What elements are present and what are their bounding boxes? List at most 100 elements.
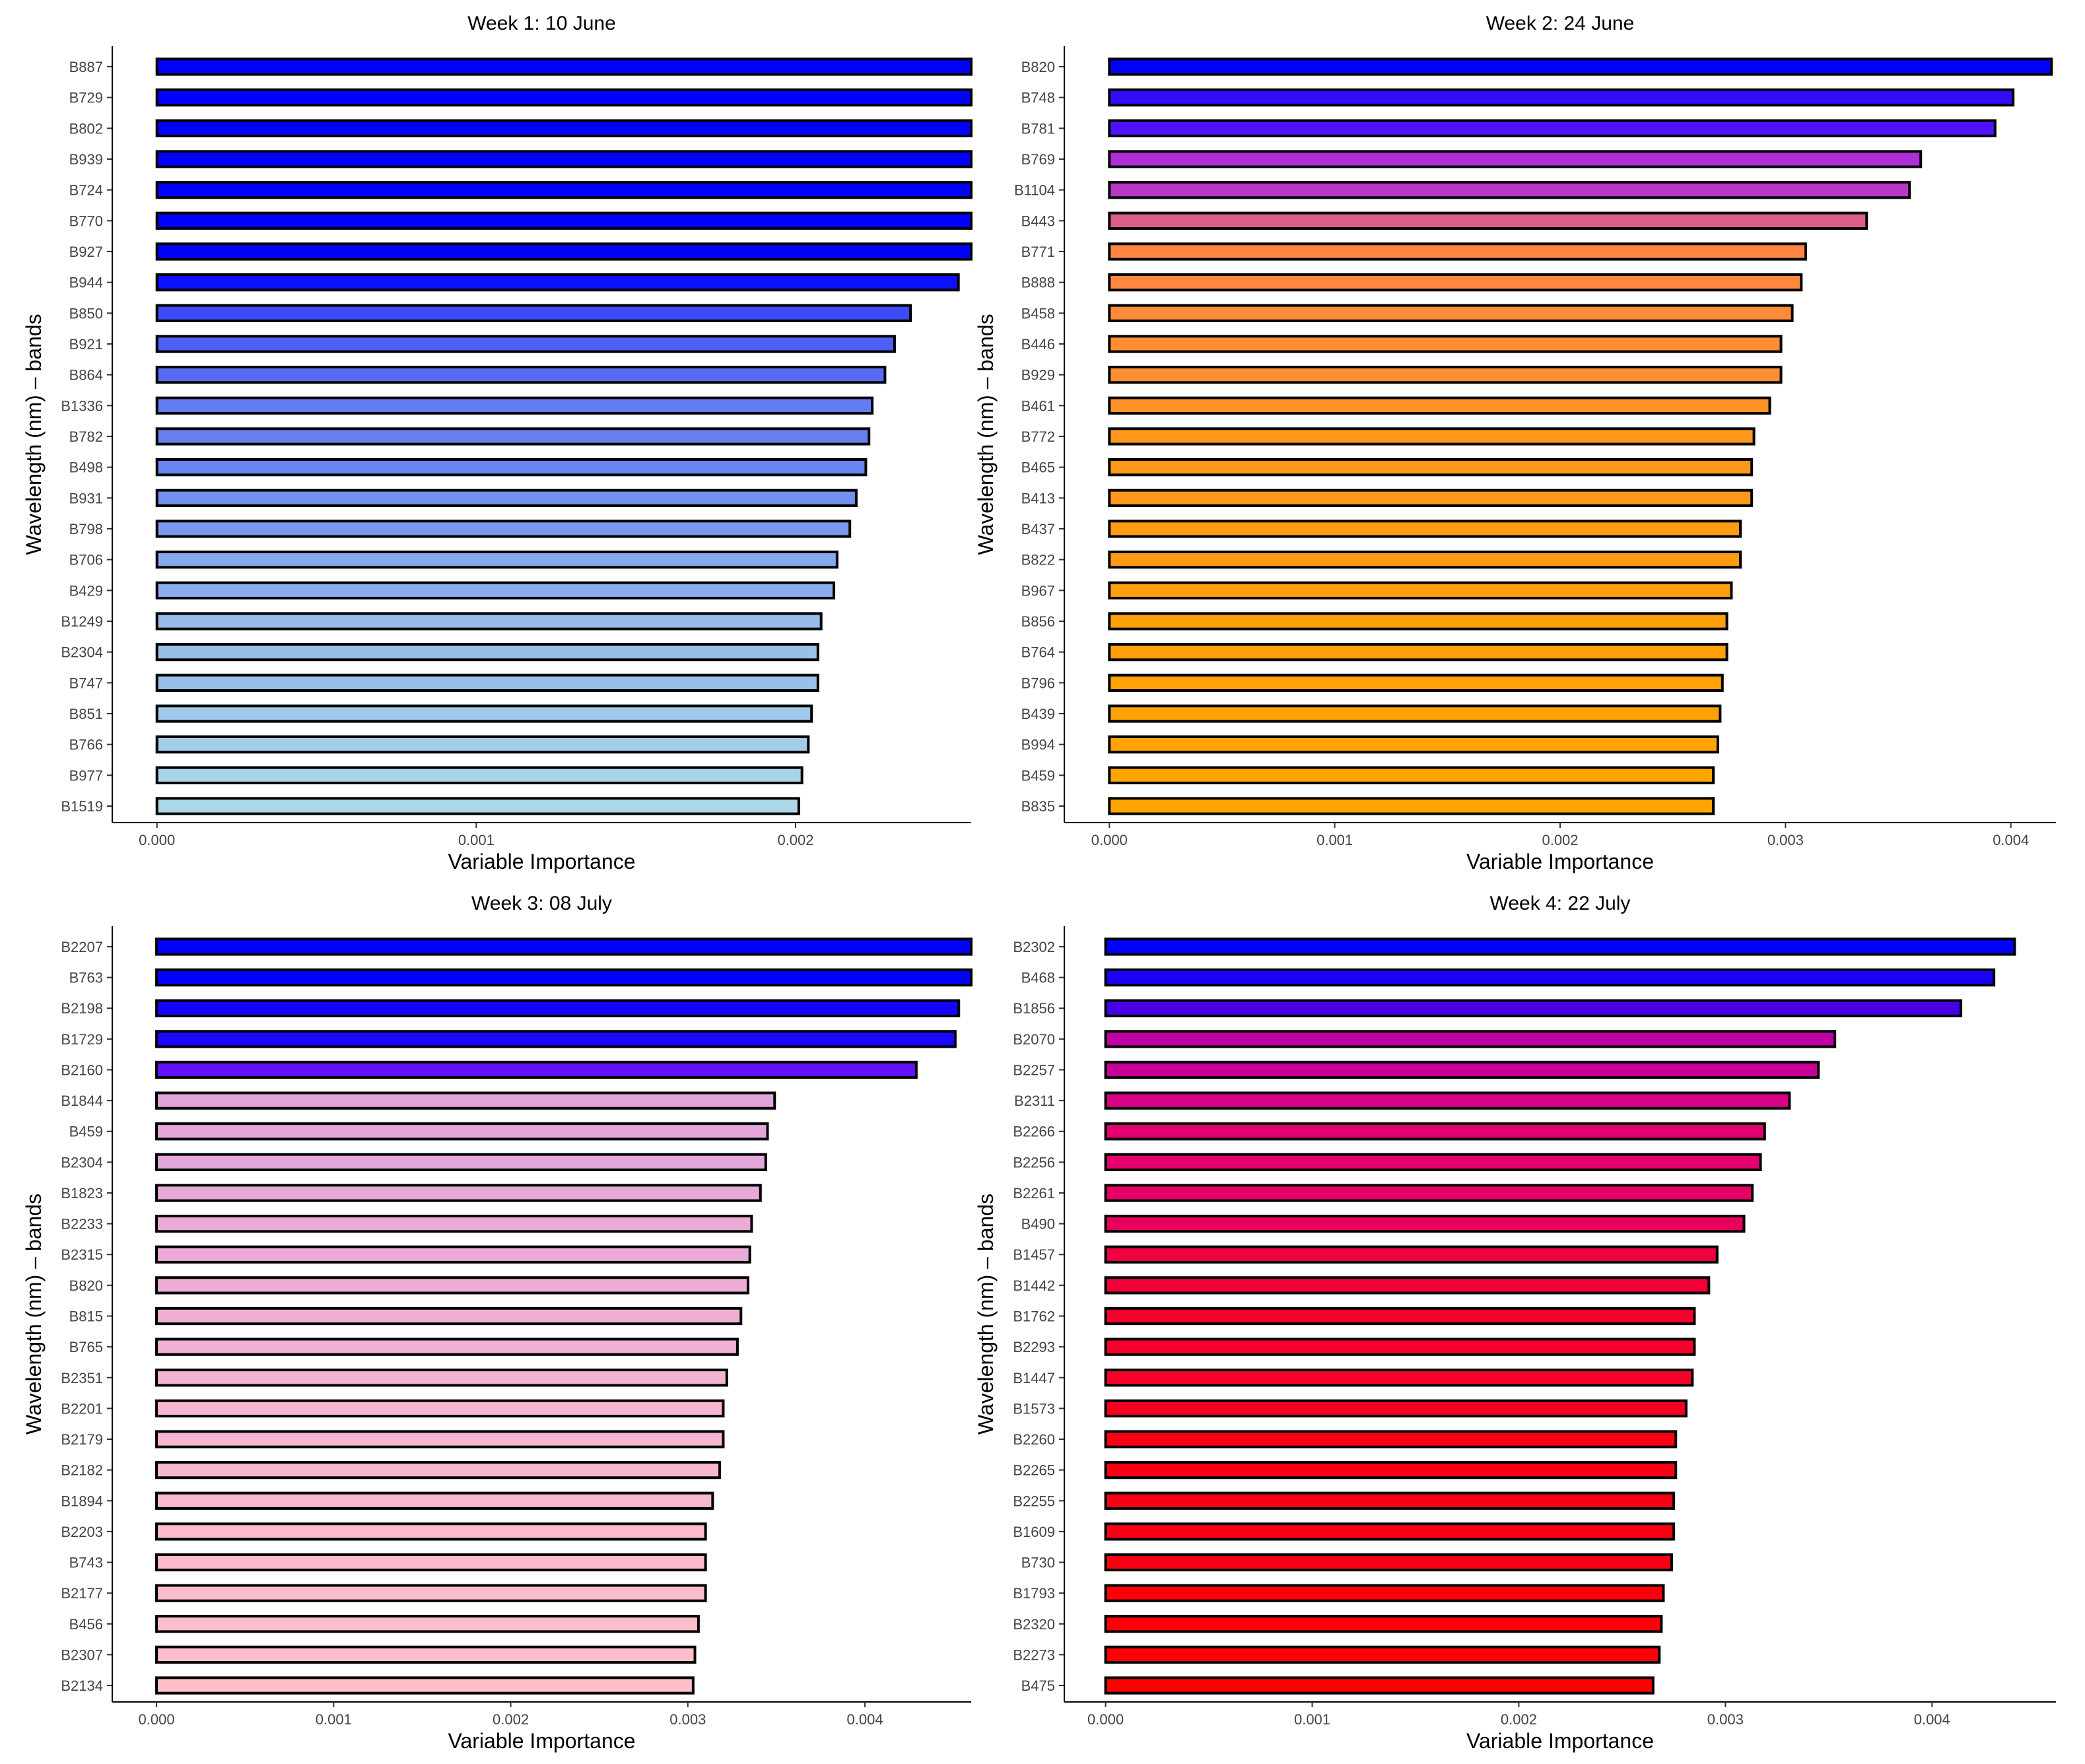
y-tick-label: B465 bbox=[1021, 459, 1055, 476]
bar-b2203 bbox=[155, 1522, 707, 1541]
y-tick-label: B2260 bbox=[1013, 1431, 1055, 1448]
y-tick-label: B1573 bbox=[1013, 1400, 1055, 1417]
y-tick-label: B2177 bbox=[61, 1585, 103, 1602]
chart-title: Week 3: 08 July bbox=[471, 893, 612, 914]
x-axis-title: Variable Importance bbox=[1466, 1729, 1654, 1753]
bar-b437 bbox=[1108, 520, 1742, 538]
x-tick-label: 0.000 bbox=[139, 832, 175, 848]
bar-b765 bbox=[155, 1338, 739, 1356]
y-tick-label: B2304 bbox=[61, 1154, 103, 1170]
bar-b944 bbox=[155, 273, 960, 292]
y-axis-title: Wavelength (nm) – bands bbox=[22, 1194, 46, 1435]
bar-b1729 bbox=[155, 1030, 957, 1048]
y-tick-label: B475 bbox=[1021, 1678, 1055, 1694]
x-tick-label: 0.001 bbox=[1316, 832, 1353, 848]
y-tick-label: B2198 bbox=[61, 1000, 103, 1017]
y-axis-title: Wavelength (nm) – bands bbox=[974, 1194, 998, 1435]
bar-b2160 bbox=[155, 1060, 918, 1079]
x-tick-label: 0.001 bbox=[316, 1711, 352, 1728]
bar-b2198 bbox=[155, 999, 961, 1017]
bar-b772 bbox=[1108, 427, 1756, 446]
x-tick-label: 0.002 bbox=[1542, 832, 1578, 848]
bar-b769 bbox=[1108, 150, 1923, 168]
y-tick-label: B446 bbox=[1021, 336, 1055, 353]
y-tick-label: B1729 bbox=[61, 1031, 103, 1048]
y-tick-label: B798 bbox=[69, 521, 103, 537]
y-tick-label: B706 bbox=[69, 552, 103, 568]
bar-b864 bbox=[155, 366, 887, 384]
bar-b429 bbox=[155, 581, 836, 600]
x-axis-title: Variable Importance bbox=[448, 850, 636, 873]
bar-b850 bbox=[155, 304, 912, 322]
y-tick-label: B748 bbox=[1021, 90, 1055, 106]
bar-b443 bbox=[1108, 211, 1868, 230]
bar-b461 bbox=[1108, 396, 1771, 415]
y-tick-label: B2255 bbox=[1013, 1493, 1055, 1509]
chart-title: Week 4: 22 July bbox=[1490, 893, 1631, 914]
y-tick-label: B461 bbox=[1021, 397, 1055, 414]
bar-b456 bbox=[155, 1615, 700, 1633]
bar-b2233 bbox=[155, 1214, 753, 1233]
x-tick-label: 0.000 bbox=[1091, 832, 1128, 848]
chart-panel-3: Week 3: 08 July B2207 B763 B2198 B1729 B2160 B… bbox=[22, 893, 973, 1753]
bar-b888 bbox=[1108, 273, 1803, 292]
y-tick-label: B1894 bbox=[61, 1493, 103, 1509]
y-tick-label: B429 bbox=[69, 582, 103, 599]
y-tick-label: B724 bbox=[69, 182, 103, 199]
bar-b2255 bbox=[1104, 1491, 1676, 1510]
y-tick-label: B770 bbox=[69, 213, 103, 229]
bar-b459 bbox=[1108, 766, 1715, 784]
bar-b2320 bbox=[1104, 1615, 1663, 1633]
y-tick-label: B2256 bbox=[1013, 1154, 1055, 1170]
y-tick-label: B939 bbox=[69, 151, 103, 168]
bar-b815 bbox=[155, 1306, 743, 1326]
chart-title: Week 1: 10 June bbox=[467, 13, 616, 34]
bar-b475 bbox=[1104, 1676, 1655, 1695]
bar-b1104 bbox=[1108, 181, 1911, 199]
y-tick-label: B2266 bbox=[1013, 1124, 1055, 1140]
y-tick-label: B2273 bbox=[1013, 1646, 1055, 1663]
y-tick-label: B781 bbox=[1021, 120, 1055, 137]
bar-b1894 bbox=[155, 1491, 714, 1510]
y-tick-label: B1844 bbox=[61, 1093, 103, 1109]
y-tick-label: B1336 bbox=[61, 397, 103, 414]
y-tick-label: B747 bbox=[69, 675, 103, 691]
bar-b729 bbox=[155, 88, 973, 107]
bar-b1762 bbox=[1104, 1306, 1696, 1326]
y-tick-label: B2320 bbox=[1013, 1616, 1055, 1633]
y-tick-label: B815 bbox=[69, 1308, 103, 1325]
bar-b2265 bbox=[1104, 1460, 1678, 1479]
y-tick-label: B771 bbox=[1021, 244, 1055, 260]
bar-b2201 bbox=[155, 1399, 725, 1418]
x-axis-title: Variable Importance bbox=[1466, 850, 1654, 873]
bar-b2261 bbox=[1104, 1184, 1754, 1202]
y-tick-label: B820 bbox=[1021, 59, 1055, 75]
x-tick-label: 0.003 bbox=[1707, 1711, 1744, 1728]
bar-b1823 bbox=[155, 1184, 762, 1202]
x-tick-label: 0.002 bbox=[1501, 1711, 1537, 1728]
y-tick-label: B835 bbox=[1021, 798, 1055, 815]
x-tick-label: 0.000 bbox=[139, 1711, 175, 1728]
y-tick-label: B2134 bbox=[61, 1678, 103, 1694]
y-tick-label: B2311 bbox=[1014, 1093, 1055, 1109]
y-tick-label: B763 bbox=[69, 970, 103, 986]
y-tick-label: B2265 bbox=[1013, 1462, 1055, 1479]
y-tick-label: B2201 bbox=[61, 1400, 103, 1417]
y-tick-label: B820 bbox=[69, 1277, 103, 1294]
bar-b446 bbox=[1108, 335, 1783, 353]
y-tick-label: B439 bbox=[1021, 706, 1055, 722]
bar-b2351 bbox=[155, 1369, 728, 1387]
bar-b2256 bbox=[1104, 1153, 1762, 1172]
bar-b1457 bbox=[1104, 1245, 1719, 1264]
bar-b1442 bbox=[1104, 1276, 1711, 1295]
bar-b458 bbox=[1108, 304, 1794, 322]
x-tick-label: 0.004 bbox=[1993, 832, 2029, 848]
y-tick-label: B822 bbox=[1021, 552, 1055, 568]
y-tick-label: B2261 bbox=[1013, 1185, 1055, 1202]
y-tick-label: B931 bbox=[69, 490, 103, 506]
y-tick-label: B796 bbox=[1021, 675, 1055, 691]
y-tick-label: B929 bbox=[1021, 367, 1055, 384]
y-tick-label: B967 bbox=[1021, 582, 1055, 599]
y-tick-label: B729 bbox=[69, 90, 103, 106]
y-axis-title: Wavelength (nm) – bands bbox=[974, 314, 998, 555]
